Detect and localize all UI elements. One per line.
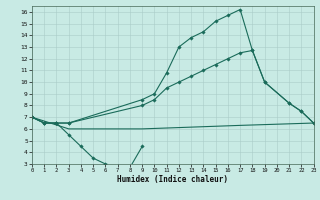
X-axis label: Humidex (Indice chaleur): Humidex (Indice chaleur) <box>117 175 228 184</box>
